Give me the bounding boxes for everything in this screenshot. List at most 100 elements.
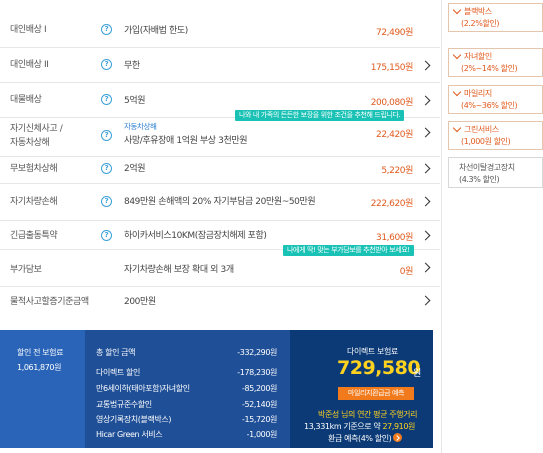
- coverage-subtype: 자동차상해: [124, 122, 157, 131]
- before-discount-value: 1,061,870원: [17, 363, 62, 372]
- help-icon[interactable]: ?: [101, 230, 112, 241]
- mileage-refund-button[interactable]: 마일리지환급금 예측: [338, 387, 414, 400]
- option-blackbox[interactable]: 블랙박스 (2.2%할인): [448, 3, 543, 32]
- coverage-price: 5,220원: [381, 166, 413, 176]
- chevron-right-icon[interactable]: [421, 230, 431, 242]
- option-child-discount[interactable]: 자녀할인 (2%~14% 할인): [448, 48, 543, 77]
- help-icon[interactable]: ?: [101, 163, 112, 174]
- check-icon: [452, 5, 462, 15]
- chevron-right-icon[interactable]: [421, 127, 431, 139]
- coverage-price: 0원: [399, 267, 414, 277]
- direct-premium-unit: 원: [413, 369, 421, 379]
- total-discount-label: 총 할인 금액: [96, 348, 136, 357]
- coverage-label: 대인배상 II: [10, 60, 49, 70]
- coverage-price: 22,420원: [376, 130, 413, 140]
- coverage-label: 자기신체사고 /: [10, 124, 63, 134]
- before-discount-panel: 할인 전 보험료 1,061,870원: [0, 330, 85, 448]
- option-name: 차선이탈경고장치: [459, 163, 515, 172]
- chevron-right-icon[interactable]: [393, 433, 403, 442]
- option-name: 블랙박스: [464, 7, 492, 16]
- chevron-right-icon[interactable]: [421, 95, 431, 107]
- discount-item-value: -178,230원: [237, 368, 277, 377]
- help-icon[interactable]: ?: [101, 196, 112, 207]
- coverage-row-bodily-1: 대인배상 I ? 가입(자배법 한도) 72,490원: [0, 14, 440, 48]
- coverage-label: 긴급출동특약: [10, 231, 58, 241]
- coverage-row-own-vehicle[interactable]: 자기차량손해 ? 849만원 손해액의 20% 자기부담금 20만원~50만원 …: [0, 184, 440, 221]
- premium-summary: 할인 전 보험료 1,061,870원 총 할인 금액 -332,290원 다이…: [0, 330, 433, 448]
- option-name: 자녀할인: [464, 52, 492, 61]
- discount-item-name: 만6세이하(태아포함)자녀할인: [96, 384, 190, 393]
- discount-item-name: 다이렉트 할인: [96, 368, 140, 377]
- direct-premium-value: 729,580: [337, 357, 421, 379]
- option-detail: (1,000원 할인): [461, 137, 511, 146]
- discount-item-value: -15,720원: [241, 415, 277, 424]
- coverage-row-addon[interactable]: 부가담보 자기차량손해 보장 확대 외 3개 0원: [0, 250, 440, 287]
- coverage-row-surcharge-threshold[interactable]: 물적사고할증기준금액 200만원: [0, 287, 440, 315]
- help-icon[interactable]: ?: [101, 94, 112, 105]
- check-icon: [452, 50, 462, 60]
- coverage-price: 222,620원: [370, 199, 414, 209]
- option-mileage[interactable]: 마일리지 (4%~36% 할인): [448, 85, 543, 114]
- coverage-label: 대물배상: [10, 95, 42, 105]
- direct-premium-panel: 다이렉트 보험료 729,580 원 마일리지환급금 예측 박준성 님의 연간 …: [290, 330, 433, 448]
- coverage-label: 무보험차상해: [10, 164, 58, 174]
- discount-item-value: -85,200원: [241, 384, 277, 393]
- coverage-row-bodily-2[interactable]: 대인배상 II ? 무한 175,150원: [0, 48, 440, 83]
- mileage-note-1: 박준성 님의 연간 평균 주행거리: [318, 410, 418, 419]
- chevron-right-icon[interactable]: [421, 262, 431, 274]
- chevron-right-icon[interactable]: [421, 163, 431, 175]
- option-detail: (4.3% 할인): [459, 175, 500, 184]
- option-detail: (2%~14% 할인): [461, 64, 518, 73]
- option-green-service[interactable]: 그린서비스 (1,000원 할인): [448, 121, 543, 150]
- discount-item-value: -1,000원: [246, 430, 278, 439]
- coverage-desc: 5억원: [124, 96, 146, 106]
- coverage-label: 부가담보: [10, 265, 42, 275]
- discount-item-value: -52,140원: [241, 400, 277, 409]
- coverage-desc: 849만원 손해액의 20% 자기부담금 20만원~50만원: [124, 197, 316, 207]
- coverage-desc: 사망/후유장애 1억원 부상 3천만원: [124, 136, 248, 146]
- check-icon: [452, 123, 462, 133]
- option-name: 그린서비스: [464, 125, 499, 134]
- chevron-right-icon[interactable]: [421, 196, 431, 208]
- coverage-label: 대인배상 I: [10, 25, 47, 35]
- option-detail: (2.2%할인): [461, 19, 500, 28]
- discount-item-name: 영상기록장치(블랙박스): [96, 415, 172, 424]
- mileage-note-2-text: 13,331km 기준으로 약: [304, 422, 383, 431]
- coverage-price: 72,490원: [376, 28, 413, 38]
- coverage-label: 자동차상해: [10, 138, 50, 148]
- discount-item-name: 교통법규준수할인: [96, 400, 152, 409]
- recommend-tip[interactable]: 나와 내 가족의 든든한 보장을 위한 조건을 추천해 드립니다.: [235, 110, 405, 121]
- option-lane-departure[interactable]: 차선이탈경고장치 (4.3% 할인): [448, 157, 543, 188]
- coverage-row-self-injury[interactable]: 자기신체사고 / 자동차상해 ? 자동차상해 사망/후유장애 1억원 부상 3천…: [0, 118, 440, 157]
- help-icon[interactable]: ?: [101, 24, 112, 35]
- mileage-note-3-text: 환급 예측(4% 할인): [328, 434, 392, 443]
- coverage-row-uninsured[interactable]: 무보험차상해 ? 2억원 5,220원: [0, 157, 440, 184]
- option-name: 마일리지: [464, 89, 492, 98]
- coverage-price: 31,600원: [376, 233, 413, 243]
- check-icon: [452, 87, 462, 97]
- coverage-desc: 200만원: [124, 297, 156, 307]
- chevron-right-icon[interactable]: [421, 60, 431, 72]
- coverage-price: 200,080원: [370, 98, 414, 108]
- discount-item-name: Hicar Green 서비스: [96, 430, 163, 439]
- coverage-label: 자기차량손해: [10, 197, 58, 207]
- coverage-desc: 무한: [124, 61, 140, 71]
- coverage-row-emergency[interactable]: 긴급출동특약 ? 하이카서비스10KM(잠금장치해제 포함) 31,600원: [0, 221, 440, 250]
- coverage-desc: 자기차량손해 보장 확대 외 3개: [124, 265, 234, 275]
- mileage-note-3[interactable]: 환급 예측(4% 할인): [328, 433, 403, 444]
- coverage-label: 물적사고할증기준금액: [10, 297, 89, 307]
- before-discount-label: 할인 전 보험료: [17, 348, 64, 357]
- coverage-desc: 하이카서비스10KM(잠금장치해제 포함): [124, 231, 267, 241]
- help-icon[interactable]: ?: [101, 59, 112, 70]
- mileage-refund-amount: 27,910원: [382, 422, 416, 431]
- direct-premium-label: 다이렉트 보험료: [347, 347, 398, 356]
- total-discount-value: -332,290원: [237, 348, 277, 357]
- coverage-price: 175,150원: [370, 63, 414, 73]
- coverage-table: 대인배상 I ? 가입(자배법 한도) 72,490원 대인배상 II ? 무한…: [0, 0, 440, 315]
- chevron-right-icon[interactable]: [421, 295, 431, 307]
- help-icon[interactable]: ?: [101, 130, 112, 141]
- coverage-row-property[interactable]: 대물배상 ? 5억원 200,080원: [0, 83, 440, 118]
- option-detail: (4%~36% 할인): [461, 101, 518, 110]
- addon-recommend-tip[interactable]: 나에게 딱! 맞는 부가담보를 추천받아 보세요!: [283, 245, 414, 256]
- divider: [441, 0, 442, 453]
